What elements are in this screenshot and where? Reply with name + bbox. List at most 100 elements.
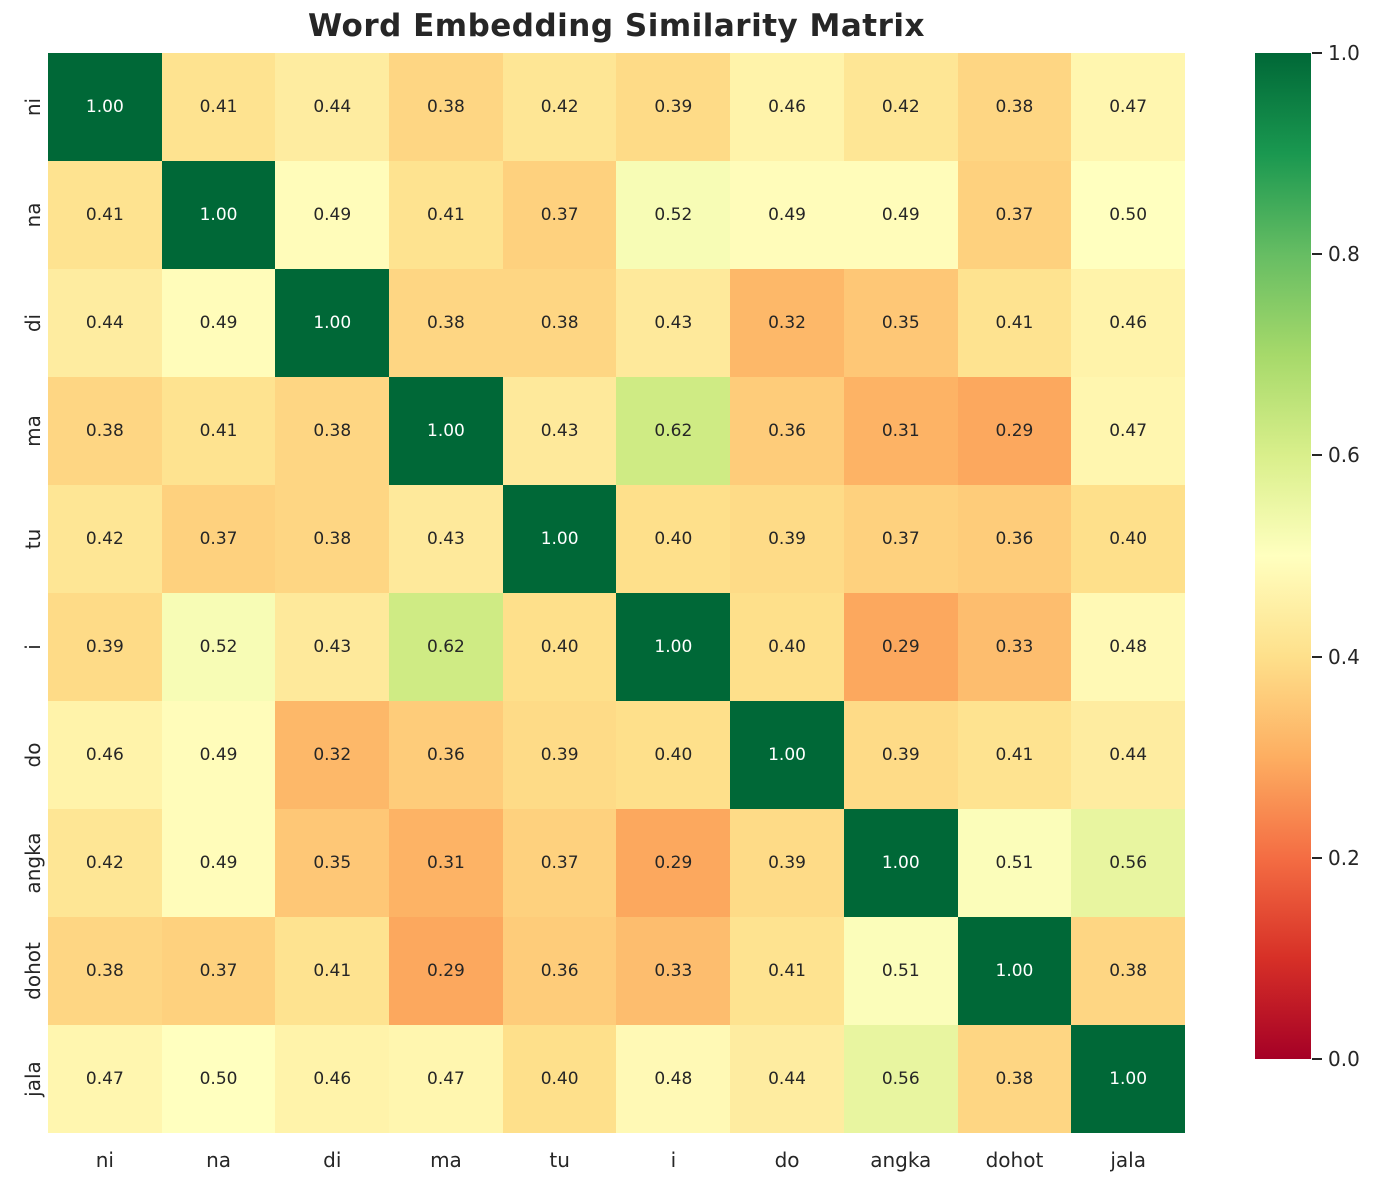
- heatmap-cell: 0.51: [957, 809, 1072, 917]
- heatmap-cell: 0.41: [161, 53, 276, 161]
- heatmap-cell: 0.49: [730, 161, 844, 269]
- colorbar-tick-mark: [1312, 52, 1322, 54]
- colorbar-tick-label: 1.0: [1328, 41, 1360, 65]
- heatmap-cell: 0.46: [48, 701, 162, 809]
- heatmap-cell: 0.39: [730, 809, 844, 917]
- heatmap-cell: 0.44: [730, 1025, 844, 1133]
- heatmap-cell: 0.43: [502, 377, 617, 485]
- heatmap-cell: 0.44: [48, 269, 162, 377]
- heatmap-cell: 0.37: [843, 485, 958, 593]
- x-tick-label: ni: [95, 1148, 114, 1172]
- colorbar-tick-mark: [1312, 856, 1322, 859]
- heatmap-cell: 0.31: [389, 809, 503, 917]
- x-tick-label: i: [670, 1148, 677, 1172]
- colorbar-tick-mark: [1312, 454, 1322, 457]
- heatmap-cell: 0.62: [389, 593, 503, 701]
- heatmap-cell: 0.38: [389, 269, 503, 377]
- heatmap-cell: 0.52: [616, 161, 731, 269]
- heatmap-cell: 0.56: [1071, 809, 1185, 917]
- heatmap-cell: 0.41: [730, 917, 844, 1025]
- heatmap-cell: 0.44: [1071, 701, 1185, 809]
- y-tick-label: tu: [21, 528, 45, 550]
- heatmap-cell: 0.38: [275, 485, 390, 593]
- x-tick-label: di: [323, 1148, 342, 1172]
- heatmap-cell: 0.41: [957, 269, 1072, 377]
- heatmap-cell: 1.00: [502, 485, 617, 593]
- heatmap-cell: 0.47: [1071, 377, 1185, 485]
- y-tick-label: di: [21, 313, 45, 333]
- y-tick-label: ni: [21, 97, 45, 117]
- heatmap-cell: 0.39: [502, 701, 617, 809]
- heatmap-cell: 0.38: [275, 377, 390, 485]
- x-tick-label: angka: [870, 1148, 932, 1172]
- heatmap-cell: 0.38: [48, 377, 162, 485]
- heatmap-cell: 0.40: [730, 593, 844, 701]
- colorbar-tick-label: 0.8: [1328, 242, 1360, 267]
- heatmap-cell: 0.37: [502, 809, 617, 917]
- heatmap-cell: 0.39: [730, 485, 844, 593]
- heatmap-cell: 0.38: [48, 917, 162, 1025]
- heatmap-cell: 0.39: [48, 593, 162, 701]
- colorbar-tick-mark: [1312, 1058, 1322, 1060]
- y-tick-label: jala: [21, 1061, 45, 1097]
- heatmap-cell: 0.36: [502, 917, 617, 1025]
- heatmap-cell: 0.32: [730, 269, 844, 377]
- y-tick-label: angka: [21, 832, 45, 894]
- heatmap-cell: 0.51: [843, 917, 958, 1025]
- heatmap-cell: 0.50: [161, 1025, 276, 1133]
- colorbar-gradient: [1255, 53, 1311, 1059]
- colorbar: [1255, 53, 1311, 1059]
- heatmap-cell: 1.00: [957, 917, 1072, 1025]
- heatmap-cell: 0.52: [161, 593, 276, 701]
- heatmap-cell: 0.41: [48, 161, 162, 269]
- heatmap-cell: 1.00: [48, 53, 162, 161]
- heatmap-cell: 0.31: [843, 377, 958, 485]
- heatmap-grid: 1.00 0.41 0.44 0.38 0.42 0.39 0.46 0.42 0.38 0.47…: [48, 53, 1185, 1133]
- colorbar-tick-label: 0.6: [1328, 443, 1360, 468]
- heatmap-cell: 0.49: [161, 269, 276, 377]
- heatmap-cell: 0.46: [730, 53, 844, 161]
- heatmap-cell: 0.39: [616, 53, 731, 161]
- y-tick-label: na: [21, 202, 45, 228]
- heatmap-cell: 0.40: [616, 701, 731, 809]
- heatmap-cell: 0.37: [161, 485, 276, 593]
- heatmap-cell: 0.49: [275, 161, 390, 269]
- heatmap-cell: 0.42: [843, 53, 958, 161]
- colorbar-tick-label: 0.0: [1328, 1047, 1360, 1071]
- heatmap-cell: 0.47: [389, 1025, 503, 1133]
- heatmap-cell: 0.42: [48, 809, 162, 917]
- heatmap-cell: 0.43: [275, 593, 390, 701]
- heatmap-cell: 0.49: [843, 161, 958, 269]
- heatmap-cell: 0.32: [275, 701, 390, 809]
- heatmap-cell: 0.41: [275, 917, 390, 1025]
- heatmap-cell: 0.49: [161, 809, 276, 917]
- y-tick-label: ma: [21, 415, 45, 447]
- x-tick-label: na: [206, 1148, 232, 1172]
- heatmap-cell: 0.36: [389, 701, 503, 809]
- heatmap-cell: 0.40: [616, 485, 731, 593]
- heatmap-cell: 0.37: [957, 161, 1072, 269]
- heatmap-cell: 0.35: [843, 269, 958, 377]
- x-tick-label: dohot: [985, 1148, 1044, 1172]
- colorbar-tick-mark: [1312, 253, 1322, 256]
- heatmap-cell: 0.46: [1071, 269, 1185, 377]
- heatmap-cell: 0.33: [616, 917, 731, 1025]
- heatmap-cell: 1.00: [1071, 1025, 1185, 1133]
- heatmap-cell: 0.38: [957, 1025, 1072, 1133]
- x-tick-label: do: [774, 1148, 800, 1172]
- heatmap-cell: 0.38: [389, 53, 503, 161]
- x-tick-label: tu: [549, 1148, 570, 1172]
- heatmap-cell: 0.33: [957, 593, 1072, 701]
- heatmap-cell: 0.36: [957, 485, 1072, 593]
- heatmap-cell: 0.49: [161, 701, 276, 809]
- heatmap-cell: 1.00: [616, 593, 731, 701]
- colorbar-tick-label: 0.4: [1328, 644, 1360, 669]
- heatmap-cell: 0.48: [616, 1025, 731, 1133]
- heatmap-cell: 0.56: [843, 1025, 958, 1133]
- y-tick-label: i: [21, 644, 45, 650]
- x-tick-label: jala: [1110, 1148, 1146, 1172]
- heatmap-cell: 0.62: [616, 377, 731, 485]
- heatmap-cell: 0.29: [843, 593, 958, 701]
- chart-title: Word Embedding Similarity Matrix: [307, 8, 926, 44]
